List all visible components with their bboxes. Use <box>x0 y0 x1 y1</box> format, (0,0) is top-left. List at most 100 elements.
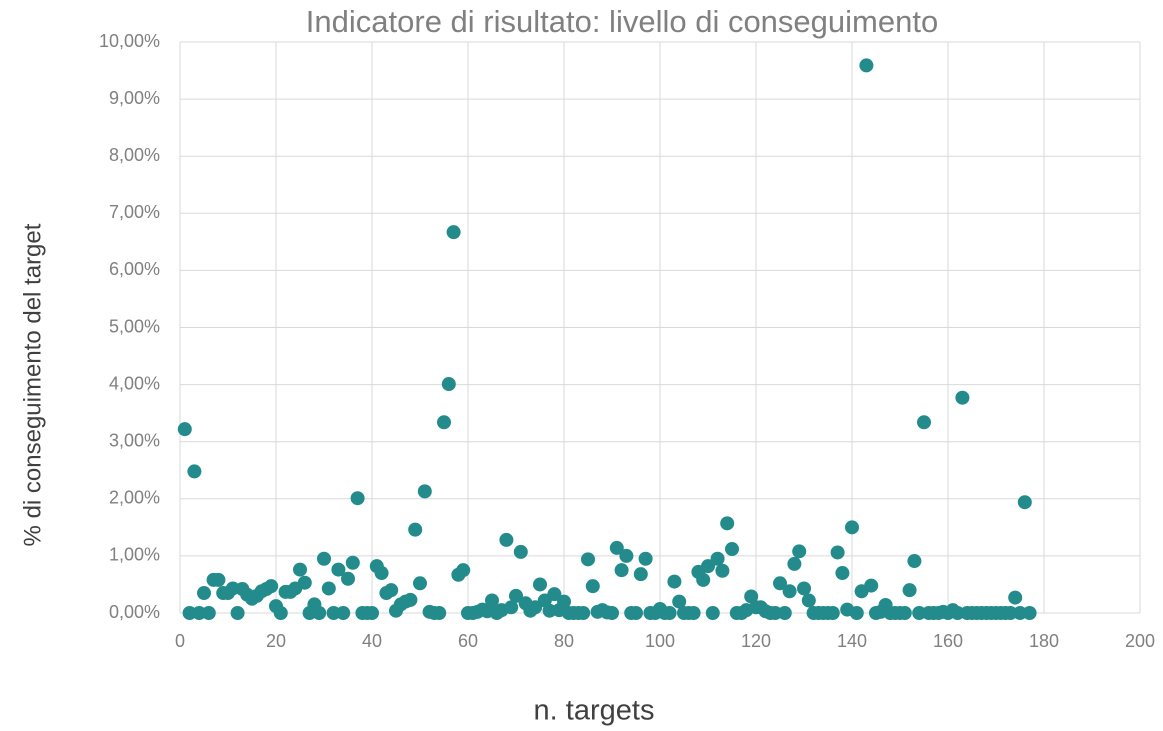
x-tick-label: 180 <box>1029 631 1059 651</box>
point <box>432 606 447 620</box>
point <box>720 516 735 531</box>
point <box>768 606 783 620</box>
point <box>345 555 360 570</box>
point <box>849 606 864 620</box>
point <box>1003 606 1018 620</box>
y-tick-label: 10,00% <box>99 31 160 51</box>
point <box>696 572 711 587</box>
point <box>576 606 591 620</box>
point <box>792 544 807 559</box>
point <box>629 606 643 620</box>
point <box>614 563 629 578</box>
point <box>619 548 634 563</box>
point <box>777 606 792 620</box>
point <box>744 589 759 604</box>
y-tick-label: 9,00% <box>109 88 160 108</box>
point <box>403 592 418 607</box>
point <box>273 606 288 620</box>
x-tick-label: 20 <box>266 631 286 651</box>
point <box>605 606 619 620</box>
point <box>830 545 845 560</box>
point <box>825 606 840 620</box>
point <box>1022 606 1037 620</box>
x-tick-label: 200 <box>1125 631 1155 651</box>
point <box>897 606 912 620</box>
point <box>509 588 523 603</box>
point <box>912 606 927 620</box>
point <box>835 566 850 581</box>
point <box>374 566 389 581</box>
point <box>408 522 423 537</box>
point <box>341 571 355 586</box>
point <box>715 563 730 578</box>
y-tick-label: 3,00% <box>109 430 160 450</box>
point <box>801 593 816 608</box>
point <box>326 606 341 620</box>
point <box>1013 606 1027 620</box>
point <box>710 551 725 566</box>
point <box>907 554 922 569</box>
x-tick-label: 100 <box>645 631 675 651</box>
chart-title: Indicatore di risultato: livello di cons… <box>306 4 938 39</box>
point <box>864 578 879 593</box>
point <box>201 606 216 620</box>
point <box>297 575 312 590</box>
point <box>662 606 677 620</box>
point <box>557 594 571 609</box>
point <box>437 415 451 430</box>
point <box>504 600 519 615</box>
point <box>672 594 687 609</box>
point <box>782 584 797 599</box>
y-tick-label: 6,00% <box>109 259 160 279</box>
point <box>321 581 336 596</box>
point <box>902 583 917 598</box>
point <box>350 491 365 506</box>
point <box>197 586 211 601</box>
point <box>950 606 965 620</box>
point <box>773 576 787 591</box>
x-tick-label: 120 <box>741 631 771 651</box>
point <box>1017 495 1032 510</box>
point <box>182 606 197 620</box>
y-tick-label: 1,00% <box>109 545 160 565</box>
point <box>312 606 327 620</box>
point <box>331 562 346 577</box>
x-tick-label: 40 <box>362 631 382 651</box>
point <box>456 563 471 578</box>
point <box>441 377 456 392</box>
y-tick-label: 8,00% <box>109 145 160 165</box>
y-tick-label: 5,00% <box>109 316 160 336</box>
point <box>417 484 432 499</box>
x-tick-label: 60 <box>458 631 478 651</box>
x-tick-label: 0 <box>175 631 185 651</box>
x-tick-label: 140 <box>837 631 867 651</box>
point <box>192 606 207 620</box>
point <box>317 551 331 566</box>
point <box>293 562 307 577</box>
y-tick-label: 2,00% <box>109 488 160 508</box>
y-tick-label: 4,00% <box>109 373 160 393</box>
point <box>230 606 245 620</box>
y-axis-title: % di conseguimento del target <box>19 223 46 546</box>
point <box>513 544 528 559</box>
point <box>336 606 351 620</box>
point <box>667 574 682 589</box>
point <box>211 572 226 587</box>
point <box>446 225 461 240</box>
point <box>845 520 859 535</box>
point <box>787 556 802 571</box>
point <box>187 464 202 479</box>
point <box>585 579 600 594</box>
point <box>686 606 701 620</box>
point <box>413 576 427 591</box>
x-tick-label: 160 <box>933 631 963 651</box>
point <box>705 606 720 620</box>
y-tick-label: 7,00% <box>109 202 160 222</box>
point <box>609 540 624 555</box>
y-tick-label: 0,00% <box>109 602 160 622</box>
point <box>859 58 874 73</box>
point <box>633 567 648 582</box>
point <box>917 415 931 430</box>
point <box>725 542 739 557</box>
